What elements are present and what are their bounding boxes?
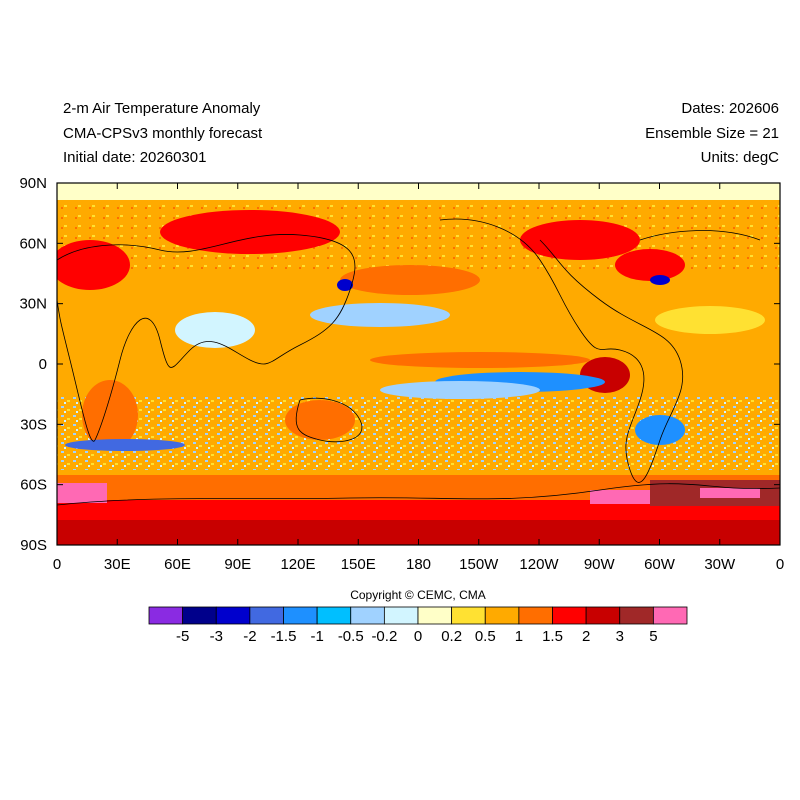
lat-label: 60S — [20, 477, 47, 494]
title-line1: 2-m Air Temperature Anomaly — [63, 100, 261, 117]
axis-labels: 90N 60N 30N 0 30S 60S 90S 0 30E 60E 90E 120E 150E 180… — [19, 175, 784, 573]
axis-ticks — [56, 182, 781, 546]
lat-label: 0 — [39, 356, 47, 373]
lat-label: 30S — [20, 416, 47, 433]
units-label: Units: degC — [700, 149, 779, 166]
dates-label: Dates: 202606 — [681, 100, 779, 117]
lat-label: 90N — [19, 175, 47, 192]
lon-label: 150W — [459, 556, 499, 573]
lon-label: 0 — [53, 556, 61, 573]
title-line2: CMA-CPSv3 monthly forecast — [63, 125, 263, 142]
lat-label: 60N — [19, 235, 47, 252]
lon-label: 120W — [519, 556, 559, 573]
lon-label: 30W — [704, 556, 736, 573]
coastlines — [57, 218, 780, 506]
lon-label: 60E — [164, 556, 191, 573]
ensemble-size-label: Ensemble Size = 21 — [645, 125, 779, 142]
title-line3: Initial date: 20260301 — [63, 149, 207, 166]
lon-label: 120E — [280, 556, 315, 573]
copyright-label: Copyright © CEMC, CMA — [350, 588, 486, 602]
lon-label: 30E — [104, 556, 131, 573]
lon-label: 150E — [341, 556, 376, 573]
lon-label: 180 — [406, 556, 431, 573]
lon-label: 90W — [584, 556, 616, 573]
lat-label: 30N — [19, 296, 47, 313]
lon-label: 0 — [776, 556, 784, 573]
lat-label: 90S — [20, 537, 47, 554]
shaded-field — [57, 183, 780, 545]
lon-label: 90E — [224, 556, 251, 573]
lon-label: 60W — [644, 556, 676, 573]
